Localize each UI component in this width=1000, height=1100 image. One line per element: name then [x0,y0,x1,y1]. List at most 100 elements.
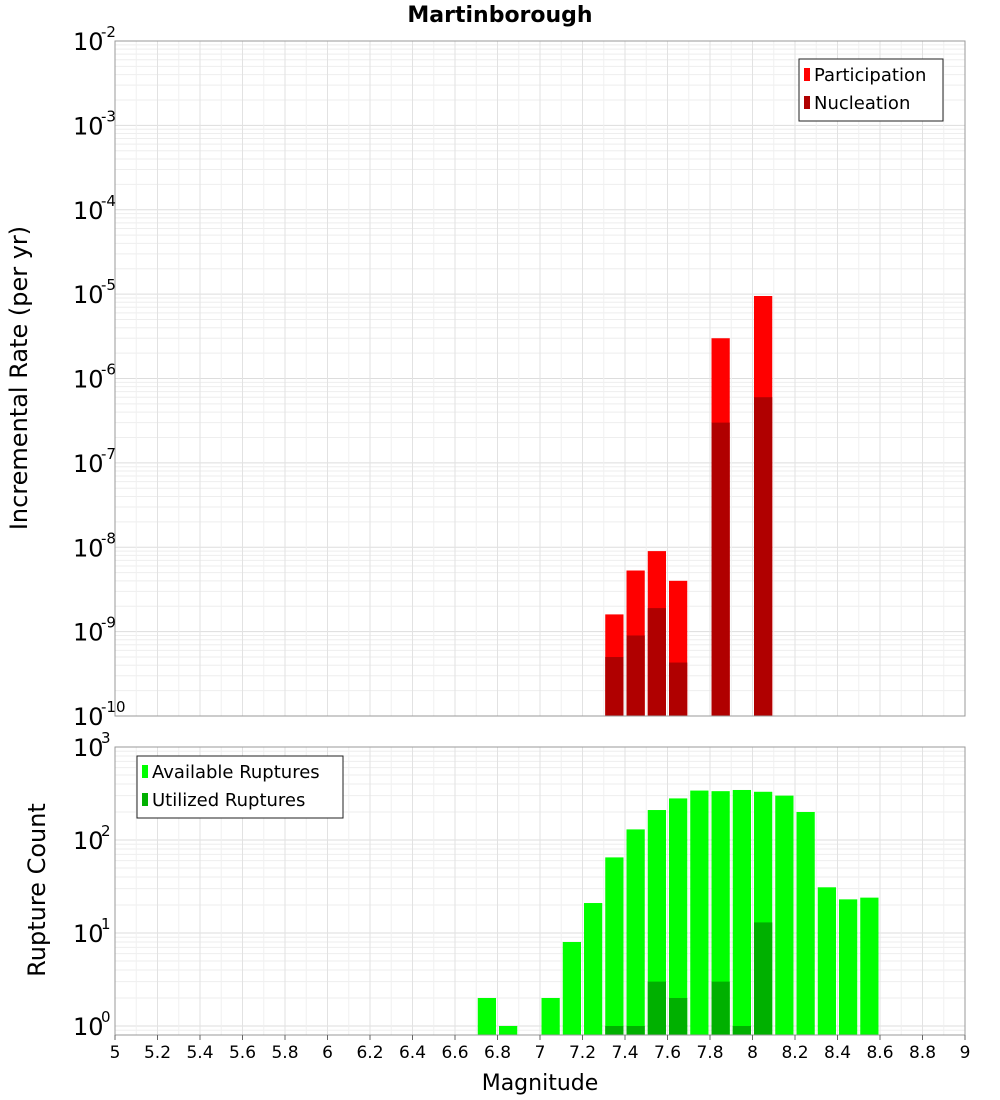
legend-swatch [804,68,810,81]
bar [647,981,666,1035]
y-tick-exponent: 0 [101,1008,111,1026]
x-tick-label: 7.8 [696,1043,723,1063]
series-utilized-ruptures [605,922,773,1035]
bar [860,897,879,1035]
x-tick-labels: 5 5.2 5.4 5.6 5.8 6 6.2 6.4 6.6 6.8 7 7.2 7.4 7.6 7.8 8… [110,1035,971,1063]
y-tick-label: 10 [73,450,104,478]
y-tick-label: 10 [73,619,104,647]
x-tick-label: 6.2 [356,1043,383,1063]
bar [669,798,688,1035]
bar [690,790,709,1035]
bar [605,857,624,1035]
bar [732,1025,751,1035]
bar [711,422,730,716]
y-tick-label: 10 [73,734,104,762]
y-tick-exponent: -3 [101,107,116,125]
legend-box [798,58,944,122]
x-tick-label: 8.6 [866,1043,893,1063]
x-tick-label: 8.2 [781,1043,808,1063]
bar [711,791,730,1035]
x-tick-label: 5.6 [229,1043,256,1063]
bar [839,899,858,1035]
bar [626,829,645,1035]
y-tick-label: 10 [73,1013,104,1041]
x-tick-label: 7.6 [654,1043,681,1063]
legend-label: Available Ruptures [152,762,320,783]
grid [114,40,966,717]
y-tick-label: 10 [73,703,104,731]
x-tick-label: 6.4 [399,1043,426,1063]
y-tick-label: 10 [73,827,104,855]
bar [626,1025,645,1035]
bar [499,1025,518,1035]
y-tick-label: 10 [73,197,104,225]
y-tick-exponent: 2 [101,822,111,840]
y-tick-exponent: -2 [101,23,116,41]
bar [605,657,624,716]
legend: Participation Nucleation [798,58,944,122]
x-tick-label: 8.4 [824,1043,851,1063]
x-tick-label: 5.2 [144,1043,171,1063]
bar [732,789,751,1035]
x-tick-label: 6 [322,1043,333,1063]
legend-label: Participation [814,65,926,86]
x-tick-label: 8 [747,1043,758,1063]
y-tick-label: 10 [73,281,104,309]
y-tick-exponent: -9 [101,614,116,632]
legend-label: Nucleation [814,93,910,114]
bar [754,922,773,1035]
bar [775,795,794,1035]
legend-swatch [142,765,148,778]
legend: Available Ruptures Utilized Ruptures [136,755,344,819]
y-tick-label: 10 [73,920,104,948]
bar [647,810,666,1035]
bar [711,981,730,1035]
y-tick-exponent: -5 [101,276,116,294]
x-tick-label: 8.8 [909,1043,936,1063]
x-tick-label: 7.4 [611,1043,638,1063]
y-tick-exponent: -10 [101,698,126,716]
series-available-ruptures [477,789,879,1035]
x-tick-label: 6.8 [484,1043,511,1063]
bar [584,903,603,1035]
y-tick-exponent: 1 [101,915,111,933]
y-tick-exponent: -8 [101,529,116,547]
legend-swatch [142,793,148,806]
bar [669,997,688,1035]
x-tick-label: 5.8 [271,1043,298,1063]
legend-box [136,755,344,819]
x-tick-label: 9 [960,1043,971,1063]
bar [605,1025,624,1035]
bar [477,997,496,1035]
bar [817,887,836,1035]
y-tick-label: 10 [73,112,104,140]
bar [647,608,666,716]
y-tick-label: 10 [73,28,104,56]
y-tick-exponent: -7 [101,445,116,463]
plot-frame [114,40,966,717]
y-tick-exponent: 3 [101,729,111,747]
legend-label: Utilized Ruptures [152,790,305,811]
y-tick-label: 10 [73,366,104,394]
x-tick-label: 7.2 [569,1043,596,1063]
bar [541,997,560,1035]
rate-panel: 10-1010-910-810-710-610-510-410-310-2Par… [73,23,966,731]
x-axis-label: Magnitude [482,1071,599,1096]
x-tick-label: 5.4 [186,1043,213,1063]
x-tick-label: 6.6 [441,1043,468,1063]
y-tick-label: 10 [73,534,104,562]
series-nucleation [605,397,773,716]
bar [754,397,773,716]
y-tick-exponent: -6 [101,361,116,379]
bar [796,812,815,1035]
legend-swatch [804,96,810,109]
x-tick-label: 5 [110,1043,121,1063]
chart-title: Martinborough [407,3,592,28]
rate-y-axis-label: Incremental Rate (per yr) [5,226,33,530]
y-tick-exponent: -4 [101,192,116,210]
bar [669,662,688,716]
